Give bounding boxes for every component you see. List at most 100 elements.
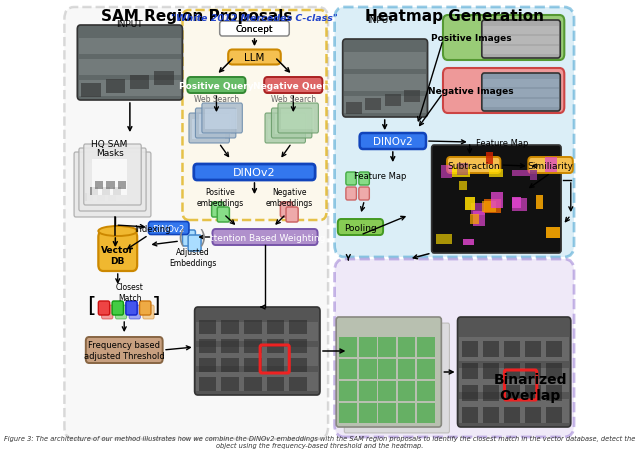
FancyBboxPatch shape [140,301,151,315]
FancyBboxPatch shape [115,305,127,319]
Bar [79,39,181,55]
Bar [267,339,284,353]
FancyBboxPatch shape [346,187,356,201]
FancyBboxPatch shape [335,8,574,258]
Bar [474,212,485,227]
Bar [536,196,543,209]
Bar [463,239,474,245]
Bar [281,110,314,130]
Text: Heatmap Generation: Heatmap Generation [365,9,544,24]
Bar [198,377,216,391]
FancyBboxPatch shape [182,11,326,221]
FancyBboxPatch shape [65,8,328,439]
Text: HQ SAM: HQ SAM [92,139,128,148]
Text: Closest
Match: Closest Match [116,283,144,302]
FancyBboxPatch shape [271,109,312,139]
Bar [525,407,541,423]
Bar [397,381,415,401]
FancyBboxPatch shape [126,301,137,315]
Bar [483,407,499,423]
Bar [378,381,396,401]
FancyBboxPatch shape [148,222,189,235]
Bar [546,227,560,239]
FancyBboxPatch shape [189,114,229,144]
Bar [97,193,105,202]
FancyBboxPatch shape [112,301,124,315]
Bar [482,202,496,212]
Bar [452,167,470,178]
Bar [339,337,357,357]
Ellipse shape [99,227,137,237]
Bar [483,341,499,357]
Bar [511,198,527,211]
Bar [344,75,426,92]
FancyBboxPatch shape [212,202,224,217]
Bar [378,359,396,379]
Text: ): ) [199,228,207,247]
Bar [459,399,569,423]
Bar [461,407,477,423]
Text: Web Search: Web Search [271,94,316,103]
Bar [486,152,493,164]
Bar [504,341,520,357]
Bar [339,403,357,423]
FancyBboxPatch shape [74,153,151,217]
FancyBboxPatch shape [212,229,317,245]
Text: Negative Images: Negative Images [428,86,514,95]
FancyBboxPatch shape [335,259,574,437]
Text: Frequency based
adjusted Threshold: Frequency based adjusted Threshold [84,340,164,360]
Bar [397,403,415,423]
Bar [525,341,541,357]
Bar [483,363,499,379]
Bar [289,320,307,334]
FancyBboxPatch shape [278,104,318,134]
Text: DINOv2: DINOv2 [233,167,276,177]
FancyBboxPatch shape [443,16,564,61]
Text: Feature Map: Feature Map [355,171,407,180]
Bar [79,81,181,97]
Bar [417,403,435,423]
Text: INPUT: INPUT [367,15,394,25]
Bar [85,193,93,202]
FancyBboxPatch shape [143,305,154,319]
Text: Binarized
Overlap: Binarized Overlap [493,372,567,402]
FancyBboxPatch shape [99,232,137,271]
FancyBboxPatch shape [129,305,140,319]
Bar [359,359,376,379]
Bar [95,182,103,190]
Bar [106,80,125,94]
FancyBboxPatch shape [84,145,141,206]
FancyBboxPatch shape [182,231,195,247]
Bar [378,337,396,357]
Bar [196,347,318,366]
Text: LLM: LLM [244,53,265,63]
Bar [546,407,562,423]
FancyBboxPatch shape [360,134,426,150]
Bar [92,160,127,196]
Bar [102,187,109,196]
Bar [344,53,426,70]
Bar [130,76,149,90]
FancyBboxPatch shape [346,172,356,186]
Bar [417,381,435,401]
Bar [513,170,529,177]
Text: Positive Query: Positive Query [179,81,254,90]
FancyBboxPatch shape [195,109,236,139]
Bar [268,120,301,140]
Bar [470,215,479,225]
Bar [504,407,520,423]
Bar [267,320,284,334]
Bar [483,47,559,55]
FancyBboxPatch shape [188,236,201,252]
Bar [385,95,401,107]
FancyBboxPatch shape [344,324,449,433]
Bar [483,90,559,98]
Bar [221,358,239,372]
FancyBboxPatch shape [359,172,369,186]
Text: Negative
embeddings: Negative embeddings [266,188,313,207]
Bar [359,403,376,423]
Text: Concept: Concept [236,25,273,33]
Bar [483,27,559,35]
FancyBboxPatch shape [194,165,315,181]
Bar [198,320,216,334]
